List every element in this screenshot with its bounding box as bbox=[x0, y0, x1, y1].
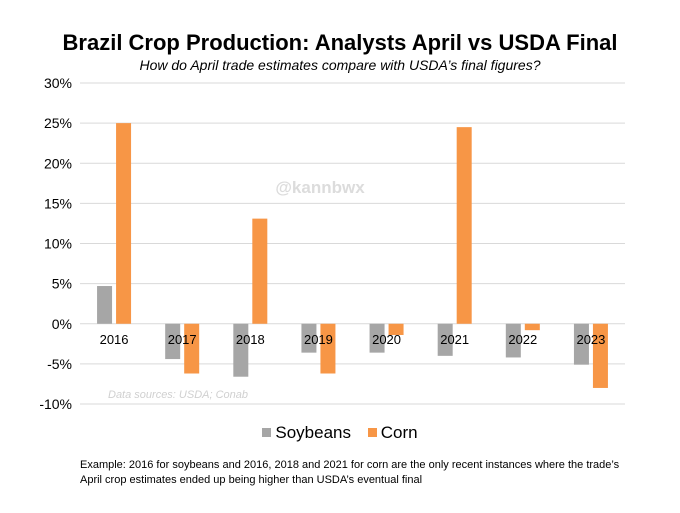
chart-subtitle: How do April trade estimates compare wit… bbox=[139, 57, 541, 73]
bar-corn-2023 bbox=[592, 323, 608, 388]
bar-corn-2017 bbox=[184, 323, 200, 374]
bar-soybeans-2016 bbox=[97, 286, 113, 324]
y-tick-label: 25% bbox=[44, 115, 72, 131]
bar-soybeans-2022 bbox=[505, 323, 521, 358]
legend-item-corn: Corn bbox=[367, 422, 418, 443]
legend-swatch-soybeans bbox=[262, 428, 272, 437]
y-tick-label: 0% bbox=[52, 316, 72, 332]
x-tick-label: 2018 bbox=[236, 332, 265, 347]
y-tick-label: 30% bbox=[44, 75, 72, 91]
bar-soybeans-2017 bbox=[165, 323, 181, 360]
x-tick-label: 2021 bbox=[440, 332, 469, 347]
x-tick-label: 2019 bbox=[304, 332, 333, 347]
x-tick-label: 2022 bbox=[508, 332, 537, 347]
y-tick-label: -5% bbox=[47, 356, 72, 372]
x-tick-label: 2020 bbox=[372, 332, 401, 347]
legend-swatch-corn bbox=[367, 428, 377, 437]
bar-soybeans-2018 bbox=[233, 323, 249, 377]
source-note: Data sources: USDA; Conab bbox=[108, 389, 248, 401]
bar-soybeans-2019 bbox=[301, 323, 317, 353]
bar-soybeans-2021 bbox=[437, 323, 453, 356]
bar-soybeans-2020 bbox=[369, 323, 385, 353]
footnote: Example: 2016 for soybeans and 2016, 201… bbox=[80, 459, 620, 486]
y-tick-label: 10% bbox=[44, 236, 72, 252]
watermark: @kannbwx bbox=[275, 178, 365, 197]
y-tick-label: 5% bbox=[52, 276, 72, 292]
y-tick-label: 15% bbox=[44, 195, 72, 211]
bar-corn-2020 bbox=[388, 323, 404, 335]
x-tick-label: 2023 bbox=[576, 332, 605, 347]
bar-soybeans-2023 bbox=[573, 323, 589, 365]
y-tick-label: -10% bbox=[39, 396, 72, 412]
legend-label-soybeans: Soybeans bbox=[275, 422, 352, 442]
bar-corn-2018 bbox=[252, 218, 268, 324]
x-tick-label: 2016 bbox=[100, 332, 129, 347]
x-tick-label: 2017 bbox=[168, 332, 197, 347]
legend-label-corn: Corn bbox=[380, 422, 418, 442]
bar-corn-2019 bbox=[320, 323, 336, 374]
y-tick-label: 20% bbox=[44, 155, 72, 171]
bar-corn-2021 bbox=[456, 127, 472, 324]
chart-title: Brazil Crop Production: Analysts April v… bbox=[62, 30, 618, 55]
bar-corn-2016 bbox=[116, 123, 132, 324]
legend: Soybeans Corn bbox=[0, 422, 680, 443]
legend-item-soybeans: Soybeans bbox=[262, 423, 351, 443]
bar-corn-2022 bbox=[524, 323, 540, 331]
